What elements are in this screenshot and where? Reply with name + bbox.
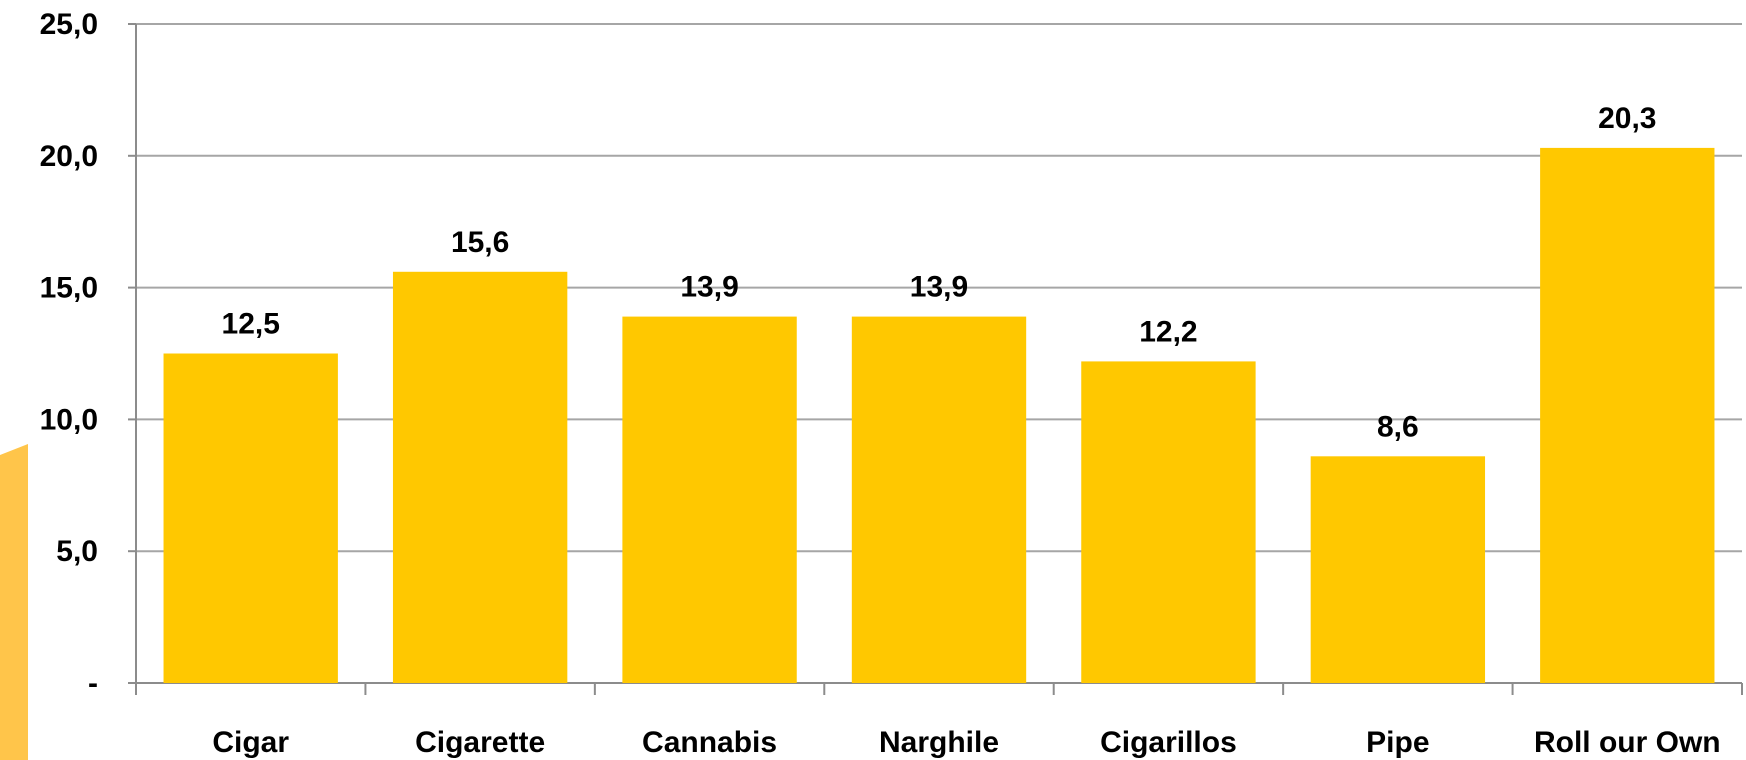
bars [163,147,1715,684]
y-axis-tick-label: 20,0 [40,140,98,173]
y-axis-tick-label: 15,0 [40,272,98,305]
y-axis-tick-label: - [88,667,98,700]
bar-cigarillos [1081,361,1256,683]
x-axis-category-label: Narghile [879,726,999,759]
data-label: 8,6 [1377,410,1419,443]
x-axis-category-label: Cigar [212,726,289,759]
bar-roll-our-own [1540,147,1715,684]
y-axis-tick-label: 10,0 [40,403,98,436]
y-axis-tick-labels: - 5,0 10,0 15,0 20,0 25,0 [40,8,98,700]
data-label: 12,5 [222,308,280,341]
data-label: 15,6 [451,226,509,259]
bar-cannabis [622,316,797,683]
x-axis-category-label: Pipe [1366,726,1429,759]
data-label: 20,3 [1598,102,1656,135]
data-label: 12,2 [1139,315,1197,348]
bar-cigarette [392,271,568,683]
x-axis-category-label: Cannabis [642,726,777,759]
data-label: 13,9 [910,271,968,304]
y-axis-tick-label: 25,0 [40,8,98,41]
x-axis-category-label: Cigarette [415,726,545,759]
bar-narghile [851,316,1027,683]
bar-cigar [163,353,338,683]
data-label: 13,9 [680,271,738,304]
x-axis-category-label: Cigarillos [1100,726,1237,759]
y-axis-tick-label: 5,0 [56,535,98,568]
data-labels: 12,5 15,6 13,9 13,9 12,2 8,6 20,3 [222,102,1657,443]
x-axis-tick-labels: Cigar Cigarette Cannabis Narghile Cigarillos… [212,726,1720,759]
x-axis-category-label: Roll our Own [1534,726,1721,759]
bar-pipe [1310,456,1486,683]
decorative-accent-shape [0,444,28,760]
